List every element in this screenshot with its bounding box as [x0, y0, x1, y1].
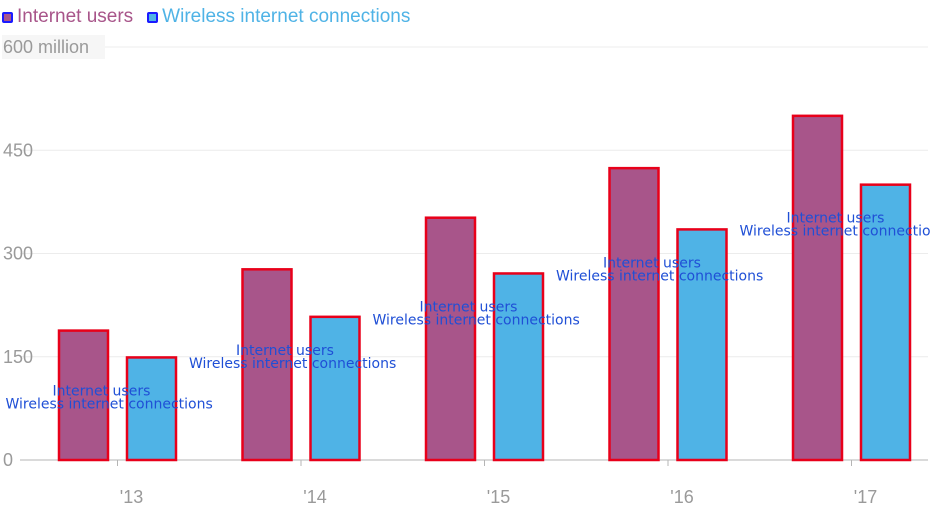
bar-internet-users-1	[241, 268, 293, 462]
x-tick-label-1: '14	[303, 487, 326, 507]
bar-wireless-connections-2	[492, 272, 545, 462]
annotation-internet-users-0: Internet users	[53, 383, 151, 399]
legend-item-internet-users[interactable]: Internet users	[2, 6, 133, 28]
annotation-wireless-connections-4: Wireless internet connections	[740, 224, 930, 240]
annotation-internet-users-1: Internet users	[236, 343, 334, 359]
legend-item-wireless-connections[interactable]: Wireless internet connections	[147, 6, 410, 28]
x-tick-label-4: '17	[854, 487, 877, 507]
annotation-wireless-connections-2: Wireless internet connections	[373, 312, 580, 328]
y-tick-label-3: 450	[3, 140, 33, 160]
bar-wireless-connections-4	[859, 183, 912, 462]
annotation-internet-users-4: Internet users	[787, 211, 885, 227]
legend-swatch-internet-users	[2, 11, 13, 23]
legend-label-wireless-connections: Wireless internet connections	[162, 6, 411, 27]
legend-swatch-wireless-connections	[147, 11, 159, 23]
annotation-internet-users-3: Internet users	[603, 255, 701, 271]
y-tick-label-2: 300	[3, 244, 33, 264]
bar-internet-users-0	[57, 329, 110, 462]
bar-wireless-connections-1	[309, 315, 361, 462]
y-tick-label-1: 150	[3, 347, 33, 367]
bar-wireless-connections-0	[125, 356, 178, 462]
x-tick-label-2: '15	[487, 487, 510, 507]
y-tick-label-0: 0	[3, 450, 13, 470]
bar-internet-users-3	[608, 166, 660, 462]
legend-label-internet-users: Internet users	[17, 6, 134, 27]
y-tick-label-bg	[2, 35, 105, 59]
bar-wireless-connections-3	[676, 228, 728, 462]
bar-internet-users-2	[424, 216, 477, 462]
bar-internet-users-4	[791, 114, 844, 462]
annotation-internet-users-2: Internet users	[420, 299, 518, 315]
x-tick-label-0: '13	[120, 487, 143, 507]
annotation-wireless-connections-3: Wireless internet connections	[556, 268, 763, 284]
annotation-wireless-connections-1: Wireless internet connections	[189, 356, 396, 372]
legend: Internet users Wireless internet connect…	[2, 6, 424, 28]
y-tick-label-4: 600 million	[3, 37, 89, 57]
annotation-wireless-connections-0: Wireless internet connections	[6, 396, 213, 412]
x-tick-label-3: '16	[670, 487, 693, 507]
